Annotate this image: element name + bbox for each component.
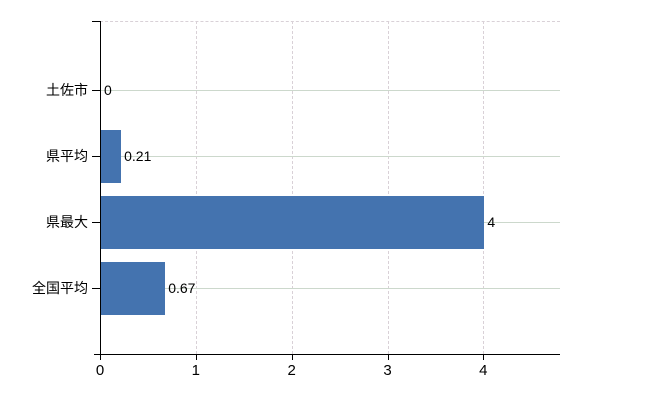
y-axis-tick [92, 21, 100, 22]
category-label: 県平均 [46, 148, 88, 164]
category-label: 県最大 [46, 214, 88, 230]
x-axis-tick [483, 354, 485, 360]
h-gridline [100, 90, 560, 91]
v-gridline [195, 21, 197, 354]
value-label: 0.67 [168, 280, 196, 296]
category-label: 土佐市 [46, 82, 88, 98]
x-tick-label: 4 [479, 362, 488, 379]
bar [101, 195, 485, 249]
bar [101, 261, 166, 315]
value-label: 0.21 [124, 148, 152, 164]
plot-top-border [100, 21, 560, 22]
v-gridline [387, 21, 389, 354]
x-tick-label: 0 [95, 362, 105, 379]
category-label: 全国平均 [32, 280, 88, 296]
x-axis-tick [387, 354, 389, 360]
x-axis-tick [100, 354, 101, 360]
y-axis-tick [92, 156, 100, 157]
y-axis-tick [92, 90, 100, 91]
h-gridline [100, 288, 560, 289]
x-axis-tick [291, 354, 293, 360]
y-axis-tick [92, 288, 100, 289]
value-label: 4 [487, 214, 496, 230]
x-axis-tick [195, 354, 197, 360]
y-axis-line [100, 21, 101, 355]
v-gridline [291, 21, 293, 354]
x-tick-label: 3 [383, 362, 392, 379]
h-gridline [100, 156, 560, 157]
x-axis-line [94, 354, 560, 355]
y-axis-tick [92, 222, 100, 223]
x-tick-label: 1 [191, 362, 200, 379]
bar [101, 129, 122, 183]
v-gridline [483, 21, 485, 354]
x-tick-label: 2 [287, 362, 296, 379]
value-label: 0 [104, 82, 112, 98]
